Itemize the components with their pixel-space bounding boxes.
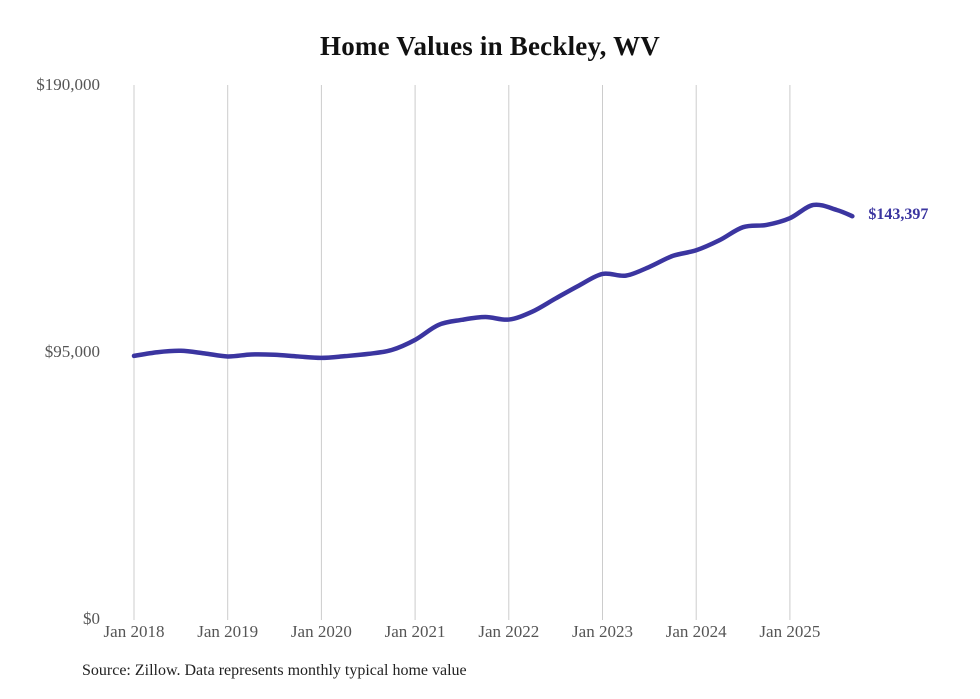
x-axis-tick-label: Jan 2018 [103, 622, 165, 641]
series-end-value-label: $143,397 [868, 206, 929, 224]
x-axis-tick-label: Jan 2021 [384, 622, 446, 641]
gridlines-group [133, 85, 791, 620]
series-line-typical-home-value [131, 202, 855, 361]
x-axis-tick-label: Jan 2025 [759, 622, 821, 641]
source-note: Source: Zillow. Data represents monthly … [82, 662, 467, 679]
x-axis-tick-label: Jan 2024 [665, 622, 727, 641]
x-axis-tick-label: Jan 2019 [197, 622, 259, 641]
x-axis-tick-label: Jan 2023 [572, 622, 633, 641]
y-axis-tick-label-mid: $95,000 [44, 342, 100, 361]
x-axis-tick-label: Jan 2020 [290, 622, 352, 641]
y-axis-tick-label-max: $190,000 [36, 75, 100, 94]
chart-title: Home Values in Beckley, WV [320, 31, 660, 61]
y-axis-tick-label-min: $0 [83, 609, 100, 628]
x-axis-tick-label: Jan 2022 [478, 622, 540, 641]
